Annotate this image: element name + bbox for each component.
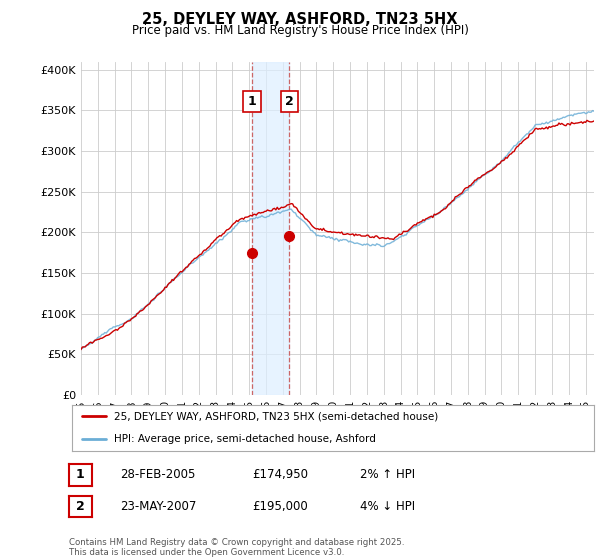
Text: 25, DEYLEY WAY, ASHFORD, TN23 5HX (semi-detached house): 25, DEYLEY WAY, ASHFORD, TN23 5HX (semi-…: [114, 412, 438, 421]
Text: HPI: Average price, semi-detached house, Ashford: HPI: Average price, semi-detached house,…: [114, 435, 376, 444]
Text: Contains HM Land Registry data © Crown copyright and database right 2025.
This d: Contains HM Land Registry data © Crown c…: [69, 538, 404, 557]
Text: 25, DEYLEY WAY, ASHFORD, TN23 5HX: 25, DEYLEY WAY, ASHFORD, TN23 5HX: [142, 12, 458, 27]
Text: £195,000: £195,000: [252, 500, 308, 513]
Bar: [252, 62, 289, 395]
Text: 2: 2: [76, 500, 85, 513]
Text: 1: 1: [248, 95, 256, 108]
Text: 2% ↑ HPI: 2% ↑ HPI: [360, 468, 415, 482]
Text: 28-FEB-2005: 28-FEB-2005: [120, 468, 196, 482]
Text: 23-MAY-2007: 23-MAY-2007: [120, 500, 196, 513]
Text: 4% ↓ HPI: 4% ↓ HPI: [360, 500, 415, 513]
Text: 1: 1: [76, 468, 85, 482]
Text: 2: 2: [285, 95, 294, 108]
Text: Price paid vs. HM Land Registry's House Price Index (HPI): Price paid vs. HM Land Registry's House …: [131, 24, 469, 36]
Text: £174,950: £174,950: [252, 468, 308, 482]
